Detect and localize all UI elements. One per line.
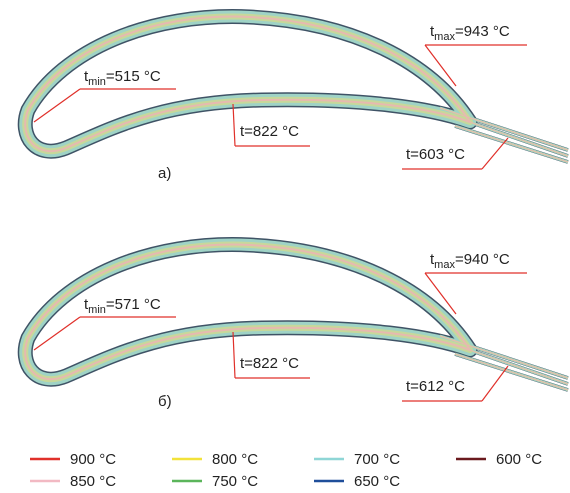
annotation-text: =571 °C [106,296,161,313]
legend-item: 750 °C [172,473,258,490]
legend-label: 900 °C [70,451,116,468]
annotation-text: t=822 °C [240,123,299,140]
legend-item: 700 °C [314,451,400,468]
legend-label: 600 °C [496,451,542,468]
legend-item: 900 °C [30,451,116,468]
blade-panel: а) tmax=943 °C tmin=515 °C t=822 °C t=603 °C [25,17,568,182]
blade-trailing-edge [458,118,568,156]
annotation-text: t=822 °C [240,355,299,372]
diagram: а) tmax=943 °C tmin=515 °C t=822 °C t=603 °C… [0,0,570,493]
annotation-text: =940 °C [455,251,510,268]
temperature-annotation: tmin=571 °C [84,296,161,316]
legend-label: 650 °C [354,473,400,490]
temperature-annotation: t=822 °C [240,355,299,372]
annotation-subscript: max [434,259,455,271]
annotation-text: =515 °C [106,68,161,85]
annotation-text: t=612 °C [406,378,465,395]
legend-item: 850 °C [30,473,116,490]
annotation-subscript: max [434,31,455,43]
legend-item: 800 °C [172,451,258,468]
annotation-text: t=603 °C [406,146,465,163]
leader-line [233,104,235,146]
blade-trailing-edge [458,346,568,384]
leader-line [233,332,235,378]
annotation-subscript: min [88,304,106,316]
blade-panel: б) tmax=940 °C tmin=571 °C t=822 °C t=612 °C [25,245,568,410]
leader-line [482,366,508,401]
panel-label: б) [158,393,172,410]
temperature-annotation: tmin=515 °C [84,68,161,88]
temperature-annotation: t=822 °C [240,123,299,140]
panel-label: а) [158,165,171,182]
leader-line [482,138,508,169]
legend-item: 600 °C [456,451,542,468]
legend-label: 800 °C [212,451,258,468]
temperature-annotation: t=612 °C [406,378,465,395]
annotation-text: =943 °C [455,23,510,40]
legend-item: 650 °C [314,473,400,490]
temperature-annotation: t=603 °C [406,146,465,163]
annotation-subscript: min [88,76,106,88]
legend-label: 850 °C [70,473,116,490]
legend-label: 750 °C [212,473,258,490]
legend-label: 700 °C [354,451,400,468]
temperature-annotation: tmax=940 °C [430,251,510,271]
temperature-annotation: tmax=943 °C [430,23,510,43]
